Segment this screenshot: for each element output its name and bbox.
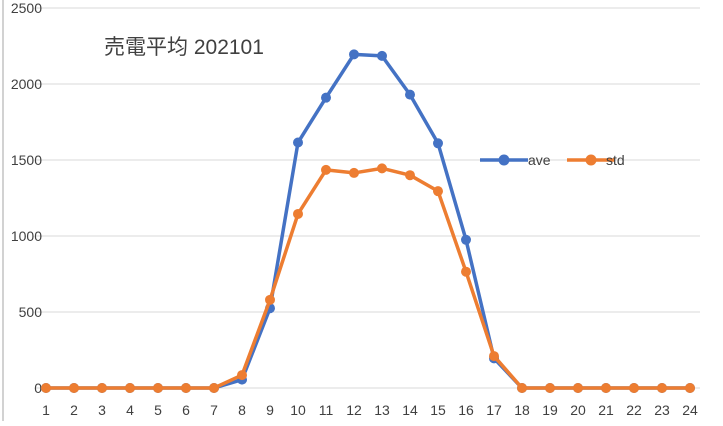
data-point-std [321, 164, 331, 175]
gridlines [36, 7, 700, 389]
x-tick-label: 7 [210, 402, 218, 418]
x-tick-label: 9 [266, 402, 274, 418]
x-tick-label: 12 [346, 402, 362, 418]
x-axis-ticks: 1 2 3 4 5 6 7 8 9 10 11 12 13 14 15 16 17 18 19 20 21 22 23 24 [42, 402, 698, 418]
series-line-std [44, 166, 692, 390]
data-point-std [377, 163, 387, 174]
data-point-ave [405, 89, 415, 100]
y-tick-label: 500 [19, 304, 43, 320]
x-tick-label: 1 [42, 402, 50, 418]
x-tick-label: 22 [626, 402, 642, 418]
data-point-std [181, 383, 191, 393]
x-tick-label: 8 [238, 402, 246, 418]
x-tick-label: 14 [402, 402, 418, 418]
y-tick-label: 1000 [11, 228, 42, 244]
x-tick-label: 15 [430, 402, 446, 418]
x-tick-label: 23 [654, 402, 670, 418]
data-point-std [545, 383, 555, 393]
y-tick-label: 1500 [11, 152, 42, 168]
x-tick-label: 17 [486, 402, 502, 418]
y-tick-label: 2000 [11, 76, 42, 92]
y-axis-ticks: 0 500 1000 1500 2000 2500 [11, 0, 42, 396]
legend-item-std: std [567, 152, 625, 168]
x-tick-label: 21 [598, 402, 614, 418]
x-tick-label: 11 [319, 402, 334, 418]
legend-swatch-marker [585, 154, 597, 166]
data-point-std [685, 383, 695, 393]
data-point-std [433, 186, 443, 197]
legend-label: ave [528, 152, 551, 168]
x-tick-label: 20 [570, 402, 586, 418]
data-point-ave [461, 234, 471, 245]
data-point-ave [349, 49, 359, 60]
legend-item-ave: ave [480, 152, 551, 168]
x-tick-label: 13 [374, 402, 390, 418]
data-point-std [237, 370, 247, 381]
data-point-std [657, 383, 667, 393]
x-tick-label: 6 [182, 402, 190, 418]
y-tick-label: 2500 [11, 0, 42, 16]
legend: ave std [480, 152, 625, 168]
series-std [41, 163, 695, 393]
data-point-std [349, 167, 359, 178]
data-point-std [125, 383, 135, 393]
x-tick-label: 16 [458, 402, 474, 418]
data-point-ave [377, 50, 387, 61]
y-tick-label: 0 [34, 380, 42, 396]
x-tick-label: 5 [154, 402, 162, 418]
data-point-std [97, 383, 107, 393]
data-point-std [489, 351, 499, 362]
data-point-std [517, 383, 527, 393]
data-point-std [461, 266, 471, 277]
x-tick-label: 3 [98, 402, 106, 418]
data-point-std [573, 383, 583, 393]
x-tick-label: 18 [514, 402, 530, 418]
x-tick-label: 4 [126, 402, 134, 418]
data-point-ave [433, 138, 443, 149]
data-point-ave [293, 137, 303, 148]
data-point-std [41, 383, 51, 393]
data-point-std [265, 294, 275, 305]
x-tick-label: 10 [290, 402, 306, 418]
data-point-std [629, 383, 639, 393]
series-line-ave [44, 52, 692, 390]
series-ave [41, 49, 695, 393]
data-point-std [209, 383, 219, 393]
legend-label: std [606, 152, 625, 168]
data-point-std [293, 208, 303, 219]
legend-swatch-marker [498, 154, 510, 166]
x-tick-label: 2 [70, 402, 78, 418]
data-point-std [601, 383, 611, 393]
series-lines [41, 49, 695, 393]
data-point-std [405, 170, 415, 181]
data-point-ave [321, 92, 331, 103]
data-point-std [69, 383, 79, 393]
chart-title: 売電平均 202101 [104, 36, 264, 59]
data-point-std [153, 383, 163, 393]
x-tick-label: 19 [542, 402, 558, 418]
x-tick-label: 24 [682, 402, 698, 418]
